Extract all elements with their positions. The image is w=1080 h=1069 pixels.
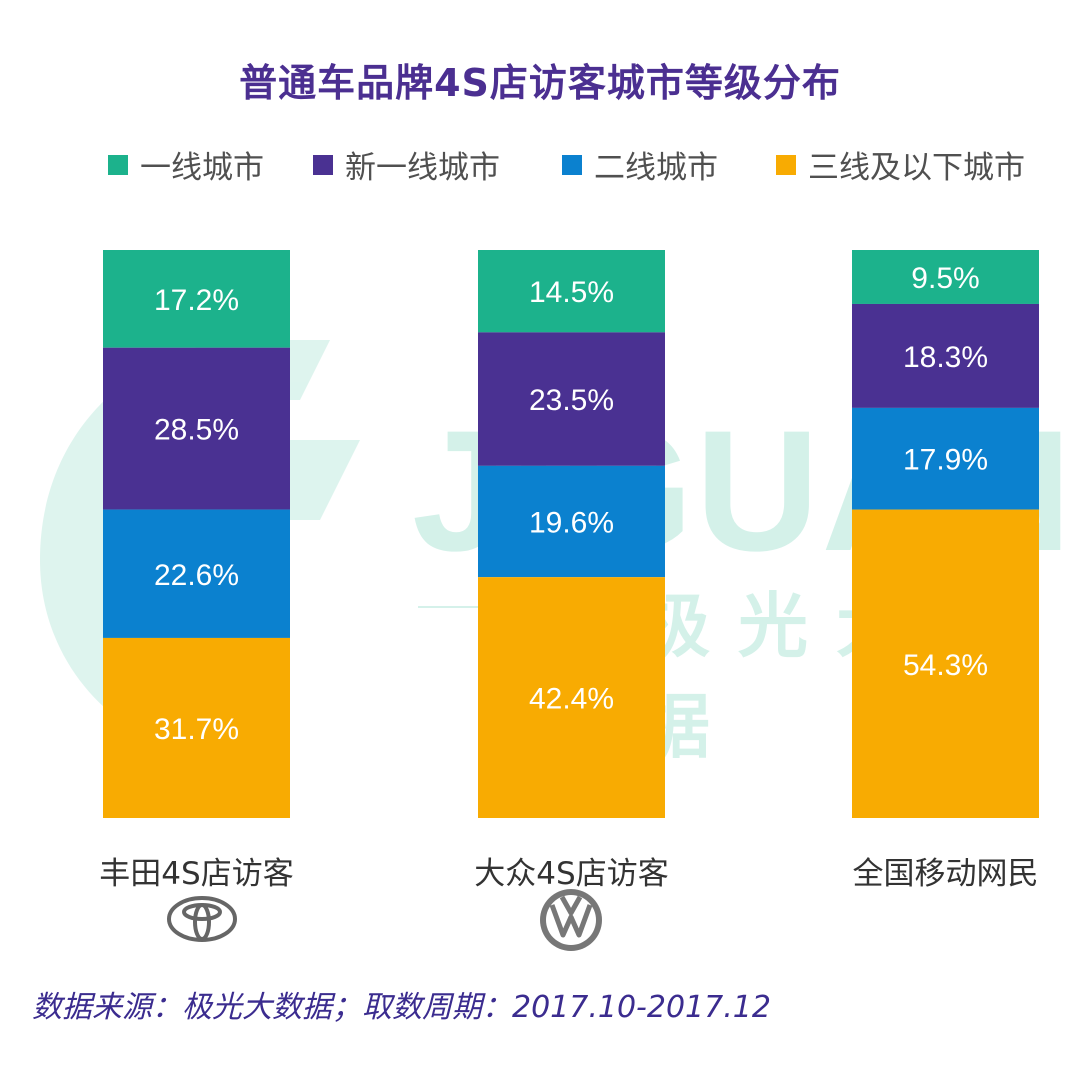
data-label: 9.5%: [911, 262, 979, 295]
legend-swatch: [313, 154, 333, 175]
bar-segment: [478, 250, 665, 333]
data-label: 17.2%: [154, 284, 239, 317]
bar-segment: [103, 637, 290, 818]
bar-segment: [478, 465, 665, 578]
data-label: 54.3%: [903, 649, 988, 682]
data-label: 19.6%: [529, 507, 614, 540]
legend-swatch: [776, 154, 796, 175]
legend-label: 二线城市: [594, 150, 718, 186]
bar-segment: [478, 332, 665, 466]
data-label: 14.5%: [529, 276, 614, 309]
bar-segment: [852, 250, 1039, 304]
data-label: 23.5%: [529, 384, 614, 417]
chart-title: 普通车品牌4S店访客城市等级分布: [239, 61, 841, 105]
legend-swatch: [562, 154, 582, 175]
bar-segment: [478, 577, 665, 818]
category-label: 全国移动网民: [852, 856, 1039, 892]
data-label: 28.5%: [154, 414, 239, 447]
legend: 一线城市 新一线城市 二线城市 三线及以下城市: [0, 142, 1080, 186]
data-label: 31.7%: [154, 713, 239, 746]
legend-item: 新一线城市: [313, 142, 500, 187]
data-label: 22.6%: [154, 559, 239, 592]
data-source-note: 数据来源：极光大数据；取数周期：2017.10-2017.12: [32, 990, 771, 1025]
data-label: 42.4%: [529, 683, 614, 716]
legend-swatch: [108, 154, 128, 175]
bar-segment: [852, 509, 1039, 818]
data-label: 18.3%: [903, 341, 988, 374]
data-label: 17.9%: [903, 444, 988, 477]
legend-item: 二线城市: [562, 142, 718, 187]
bar-segment: [103, 509, 290, 638]
category-label: 丰田4S店访客: [99, 856, 294, 892]
legend-label: 新一线城市: [345, 150, 500, 186]
toyota-logo-icon: [167, 896, 237, 942]
legend-label: 一线城市: [140, 150, 264, 186]
category-label: 大众4S店访客: [474, 856, 669, 892]
bar-segment: [103, 250, 290, 348]
bar-segment: [103, 347, 290, 510]
legend-item: 三线及以下城市: [776, 142, 1025, 187]
legend-item: 一线城市: [108, 142, 264, 187]
legend-label: 三线及以下城市: [808, 150, 1025, 186]
bar-segment: [852, 407, 1039, 510]
volkswagen-logo-icon: [540, 889, 602, 951]
bar-segment: [852, 303, 1039, 408]
